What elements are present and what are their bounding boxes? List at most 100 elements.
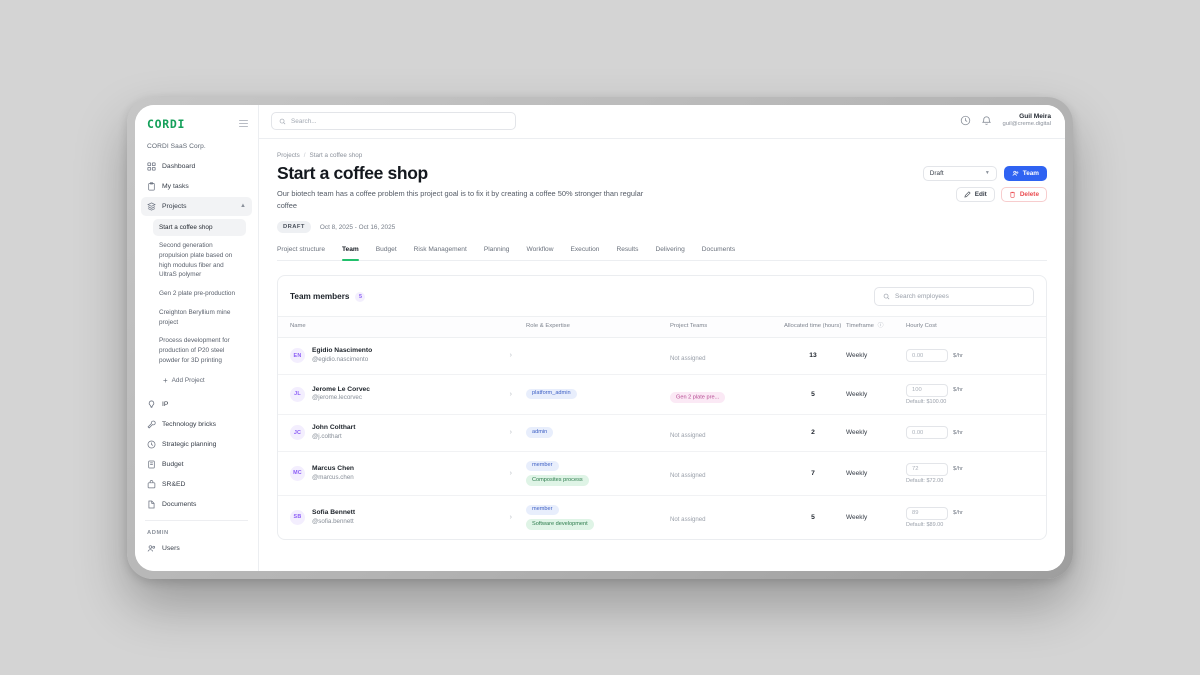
person-handle: @marcus.chen — [312, 473, 354, 481]
cell-allocated-time: 5 — [784, 374, 846, 415]
cost-wrap: 72 $/hr Default: $72.00 — [906, 462, 1042, 484]
table-row[interactable]: SB Sofia Bennett @sofia.bennett › — [278, 495, 1046, 539]
person-handle: @egidio.nascimento — [312, 355, 369, 363]
chevron-right-icon[interactable]: › — [509, 513, 512, 521]
team-button-label: Team — [1022, 169, 1039, 177]
status-select[interactable]: Draft ▼ — [922, 165, 997, 181]
cell-allocated-time: 2 — [784, 414, 846, 452]
bell-icon[interactable] — [981, 115, 992, 126]
sidebar-item-projects[interactable]: Projects ▲ — [141, 196, 252, 216]
project-item-gen-2-plate-pre-production[interactable]: Gen 2 plate pre-production — [159, 290, 236, 298]
cost-unit-label: $/hr — [953, 510, 963, 517]
chevron-right-icon[interactable]: › — [509, 390, 512, 398]
table-row[interactable]: JC John Colthart @j.colthart › — [278, 414, 1046, 452]
person-name: Marcus Chen — [312, 464, 354, 472]
person-block: SB Sofia Bennett @sofia.bennett › — [290, 509, 522, 526]
team-button[interactable]: Team — [1003, 165, 1047, 181]
cell-allocated-time: 5 — [811, 513, 815, 521]
cell-timeframe: Weekly — [846, 414, 906, 452]
hourly-cost-input[interactable]: 0.00 — [906, 349, 948, 363]
status-badge: DRAFT — [277, 221, 311, 234]
project-description: Our biotech team has a coffee problem th… — [277, 189, 644, 211]
tab-results[interactable]: Results — [616, 246, 639, 254]
project-item-creighton-beryllium-mine[interactable]: Creighton Beryllium mine project — [159, 308, 231, 326]
skill-badge: Composites process — [526, 475, 589, 486]
sidebar-item-my-tasks[interactable]: My tasks — [141, 177, 252, 196]
cell-hourly-cost: 72 $/hr Default: $72.00 — [906, 451, 1046, 496]
search-employees-input[interactable]: Search employees — [874, 287, 1034, 307]
cell-name: EN Egidio Nascimento @egidio.nascimento … — [278, 337, 526, 375]
hourly-cost-input[interactable]: 72 — [906, 462, 948, 476]
cost-unit-label: $/hr — [953, 466, 963, 473]
info-icon[interactable]: ⓘ — [877, 323, 884, 330]
project-item-second-generation-propulsion-plate[interactable]: Second generation propulsion plate based… — [159, 242, 233, 279]
table-row[interactable]: JL Jerome Le Corvec @jerome.lecorvec › — [278, 374, 1046, 415]
role-badge: member — [526, 504, 559, 516]
tab-execution[interactable]: Execution — [570, 246, 600, 254]
tab-project-structure[interactable]: Project structure — [277, 246, 326, 254]
tab-planning[interactable]: Planning — [483, 246, 510, 254]
chevron-right-icon[interactable]: › — [509, 469, 512, 477]
avatar: JC — [290, 425, 305, 441]
cell-timeframe: Weekly — [846, 513, 868, 521]
sidebar-item-strategic-planning[interactable]: Strategic planning — [141, 435, 252, 454]
project-item-process-development-p20[interactable]: Process development for production of P2… — [159, 337, 230, 364]
lightbulb-icon — [147, 400, 156, 409]
table-header: Name Role & Expertise Project Teams Allo… — [278, 316, 1046, 338]
sidebar-item-documents[interactable]: Documents — [141, 495, 252, 514]
team-members-panel: Team members 5 Search employees Name Rol… — [277, 275, 1047, 540]
search-icon — [279, 118, 286, 124]
sidebar-item-users[interactable]: Users — [141, 539, 252, 558]
sidebar-collapse-icon[interactable] — [239, 119, 248, 128]
tab-workflow[interactable]: Workflow — [526, 246, 554, 254]
chevron-up-icon: ▲ — [240, 203, 246, 209]
organization-name: CORDI SaaS Corp. — [147, 142, 206, 150]
sidebar-item-label: Documents — [162, 500, 197, 508]
cost-unit-label: $/hr — [953, 429, 963, 436]
search-icon — [883, 293, 890, 300]
sidebar-item-budget[interactable]: Budget — [141, 455, 252, 474]
breadcrumb-separator: / — [303, 151, 306, 159]
sidebar-item-sred[interactable]: SR&ED — [141, 475, 252, 494]
global-search-input[interactable]: Search... — [271, 112, 516, 130]
clock-history-icon[interactable] — [960, 115, 971, 126]
clipboard-icon — [147, 181, 156, 191]
person-name: John Colthart — [312, 424, 356, 432]
hourly-cost-input[interactable]: 0.00 — [906, 426, 948, 440]
cell-name: JC John Colthart @j.colthart › — [278, 414, 526, 452]
add-project-button[interactable]: + Add Project — [153, 371, 246, 391]
column-header-role: Role & Expertise — [526, 316, 670, 338]
table-row[interactable]: MC Marcus Chen @marcus.chen › — [278, 451, 1046, 496]
person-block: EN Egidio Nascimento @egidio.nascimento … — [290, 347, 522, 364]
person-block: JC John Colthart @j.colthart › — [290, 424, 522, 441]
cost-default-label: Default: $89.00 — [906, 521, 944, 528]
tab-budget[interactable]: Budget — [375, 246, 397, 254]
tab-documents[interactable]: Documents — [701, 246, 736, 254]
project-header-left: Start a coffee shop Our biotech team has… — [277, 163, 909, 234]
cell-hourly-cost: 100 $/hr Default: $100.00 — [906, 374, 1046, 415]
project-item-start-a-coffee-shop[interactable]: Start a coffee shop — [153, 218, 246, 237]
breadcrumb-root[interactable]: Projects — [277, 151, 300, 159]
tab-delivering[interactable]: Delivering — [655, 246, 685, 254]
hourly-cost-input[interactable]: 89 — [906, 506, 948, 520]
sidebar-item-technology-bricks[interactable]: Technology bricks — [141, 415, 252, 434]
column-header-timeframe-label: Timeframe — [846, 323, 874, 330]
sidebar-item-dashboard[interactable]: Dashboard — [141, 157, 252, 176]
cell-hourly-cost: 0.00 $/hr — [906, 414, 1046, 452]
project-actions-primary: Draft ▼ Team — [922, 165, 1047, 181]
chevron-right-icon[interactable]: › — [509, 352, 512, 360]
delete-button[interactable]: Delete — [1000, 186, 1047, 202]
tab-risk-management[interactable]: Risk Management — [413, 246, 467, 254]
chevron-right-icon[interactable]: › — [509, 429, 512, 437]
role-badges: member Software development — [526, 504, 666, 530]
cell-allocated-time: 13 — [784, 337, 846, 375]
tab-team[interactable]: Team — [342, 246, 359, 262]
user-menu[interactable]: Guil Meira guil@creme.digital — [1002, 113, 1051, 129]
table-row[interactable]: EN Egidio Nascimento @egidio.nascimento … — [278, 337, 1046, 375]
hourly-cost-input[interactable]: 100 — [906, 383, 948, 397]
people-icon — [1012, 170, 1019, 176]
project-team-chip[interactable]: Gen 2 plate pre... — [670, 391, 726, 403]
sidebar-item-ip[interactable]: IP — [141, 395, 252, 414]
edit-button[interactable]: Edit — [955, 186, 995, 202]
person-block: MC Marcus Chen @marcus.chen › — [290, 465, 522, 482]
